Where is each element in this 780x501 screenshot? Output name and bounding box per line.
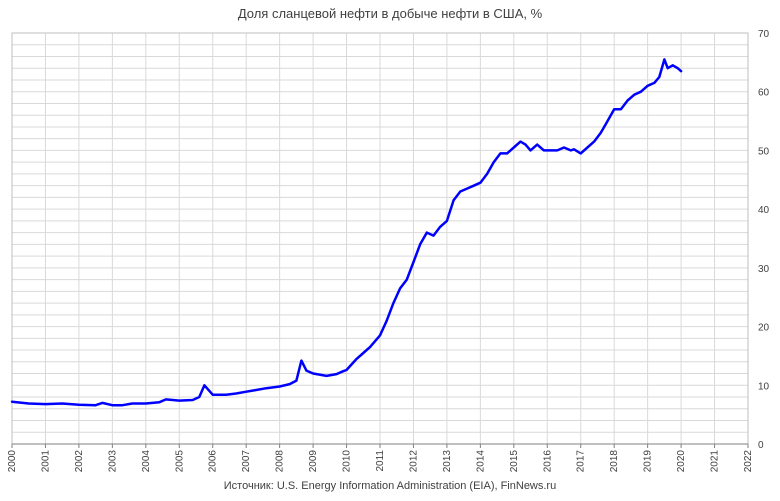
x-tick-label: 2010 xyxy=(342,450,353,473)
x-tick-label: 2022 xyxy=(743,450,754,473)
grid-lines xyxy=(12,33,748,444)
x-tick-label: 2001 xyxy=(40,450,51,473)
x-tick-label: 2011 xyxy=(375,450,386,472)
y-tick-label: 70 xyxy=(758,29,770,40)
x-tick-label: 2019 xyxy=(643,450,654,473)
x-tick-label: 2017 xyxy=(576,450,587,473)
x-tick-label: 2013 xyxy=(442,450,453,473)
x-tick-label: 2006 xyxy=(208,450,219,473)
x-tick-label: 2008 xyxy=(275,450,286,473)
x-tick-label: 2020 xyxy=(676,450,687,473)
x-tick-label: 2018 xyxy=(609,450,620,473)
x-tick-label: 2005 xyxy=(174,450,185,473)
x-tick-label: 2015 xyxy=(509,450,520,473)
x-tick-label: 2002 xyxy=(74,450,85,473)
series-line xyxy=(10,58,683,407)
series-layer xyxy=(10,58,683,407)
y-tick-label: 40 xyxy=(758,205,770,216)
x-tick-label: 2021 xyxy=(710,450,721,473)
y-tick-label: 30 xyxy=(758,264,770,275)
x-tick-label: 2012 xyxy=(408,450,419,473)
x-tick-label: 2014 xyxy=(475,450,486,473)
axes xyxy=(11,32,749,448)
y-tick-label: 50 xyxy=(758,146,770,157)
x-tick-label: 2003 xyxy=(107,450,118,473)
x-tick-label: 2004 xyxy=(141,450,152,473)
x-tick-labels: 2000 2001 2002 2003 2004 2005 2006 2007 2008 2009… xyxy=(7,450,754,473)
y-tick-label: 20 xyxy=(758,323,770,334)
chart-title: Доля сланцевой нефти в добыче нефти в СШ… xyxy=(237,6,543,21)
x-tick-label: 2016 xyxy=(542,450,553,473)
y-tick-label: 10 xyxy=(758,381,770,392)
chart-source: Источник: U.S. Energy Information Admini… xyxy=(223,480,557,492)
x-tick-label: 2009 xyxy=(308,450,319,473)
y-tick-label: 60 xyxy=(758,88,770,99)
y-tick-label: 0 xyxy=(758,440,764,451)
y-tick-labels: 0 10 20 30 40 50 60 70 xyxy=(758,29,770,451)
x-tick-label: 2007 xyxy=(241,450,252,473)
x-tick-label: 2000 xyxy=(7,450,18,473)
